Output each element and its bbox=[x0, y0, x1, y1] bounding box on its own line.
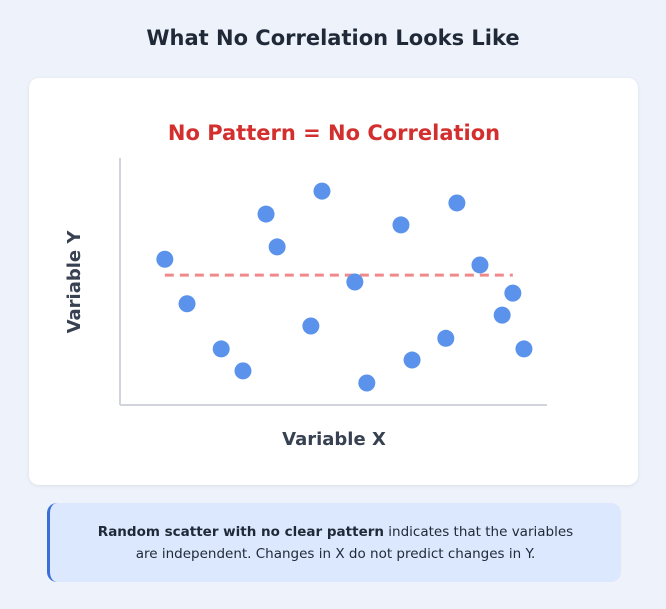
x-axis-label: Variable X bbox=[282, 429, 386, 450]
caption-bold: Random scatter with no clear pattern bbox=[97, 523, 384, 540]
data-point bbox=[437, 329, 455, 347]
data-point bbox=[504, 284, 522, 302]
data-point bbox=[448, 194, 466, 212]
data-point bbox=[257, 205, 275, 223]
data-point bbox=[346, 273, 364, 291]
caption-rest: indicates that the variables are indepen… bbox=[135, 523, 574, 562]
caption-text: Random scatter with no clear pattern ind… bbox=[90, 521, 581, 565]
data-point bbox=[358, 374, 376, 392]
data-point bbox=[156, 250, 174, 268]
data-point bbox=[313, 182, 331, 200]
data-point bbox=[392, 216, 410, 234]
data-point bbox=[302, 317, 320, 335]
chart-title: No Pattern = No Correlation bbox=[168, 121, 500, 145]
chart-card bbox=[29, 78, 638, 485]
data-point bbox=[212, 340, 230, 358]
caption-box: Random scatter with no clear pattern ind… bbox=[47, 503, 621, 582]
page-title: What No Correlation Looks Like bbox=[146, 26, 520, 50]
data-point bbox=[493, 306, 511, 324]
data-point bbox=[471, 256, 489, 274]
data-point bbox=[403, 351, 421, 369]
data-point bbox=[268, 238, 286, 256]
data-point bbox=[234, 362, 252, 380]
data-point bbox=[178, 295, 196, 313]
y-axis-label: Variable Y bbox=[64, 230, 85, 334]
data-point bbox=[515, 340, 533, 358]
